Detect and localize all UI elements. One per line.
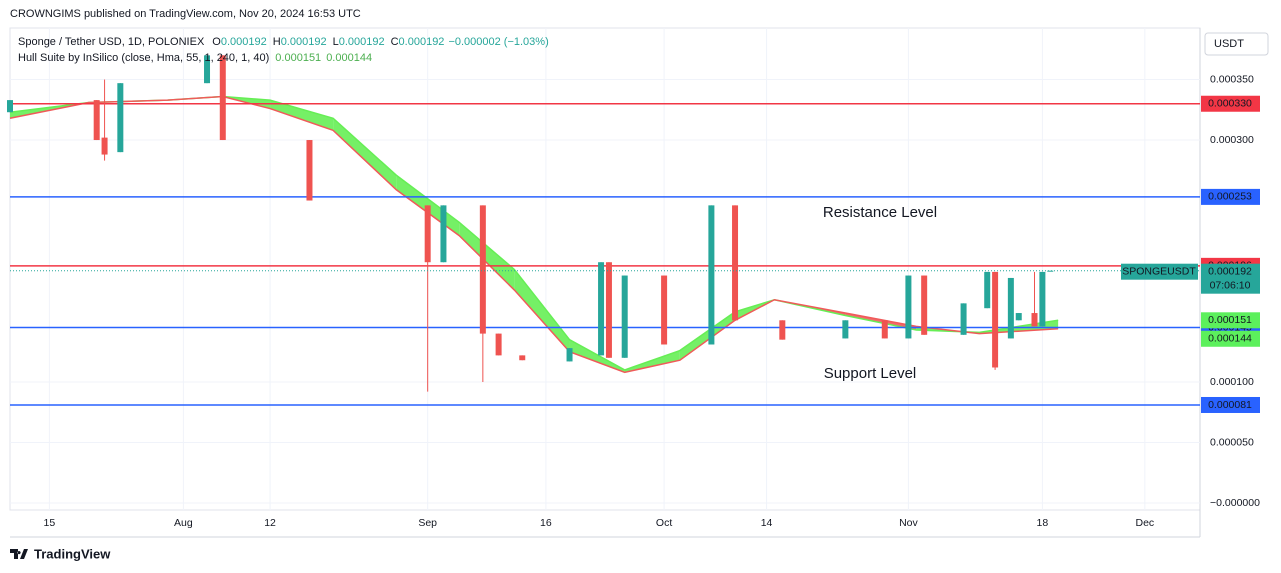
level-label-bg <box>1201 95 1260 112</box>
indicator-label: 0.000144 <box>1208 333 1252 345</box>
y-tick-label: 0.000350 <box>1210 73 1254 85</box>
overlay: USDT Sponge / Tether USD, 1D, POLONIEX O0… <box>10 32 1269 561</box>
candle-body <box>7 100 13 113</box>
hull-band <box>333 118 397 190</box>
candle-body <box>219 55 226 141</box>
candle-body <box>661 275 668 345</box>
ohlc-value: 0.000192 <box>399 36 445 48</box>
y-tick-label: −0.000000 <box>1210 497 1260 509</box>
candle-body <box>424 205 431 263</box>
candle-body <box>598 262 605 356</box>
ohlc-value: 0.000192 <box>281 36 327 48</box>
annotation: Support Level <box>824 365 917 382</box>
indicator-value: 0.000151 <box>275 52 321 64</box>
annotation: Resistance Level <box>823 204 937 221</box>
candle-body <box>306 140 313 201</box>
indicator-legend: Hull Suite by InSilico (close, Hma, 55, … <box>18 52 372 64</box>
candle-body <box>881 320 888 339</box>
change: −0.000002 (−1.03%) <box>448 36 548 48</box>
price-countdown: 07:06:10 <box>1210 279 1251 291</box>
candle-body <box>708 205 715 345</box>
indicator-name: Hull Suite by InSilico (close, Hma, 55, … <box>18 52 269 64</box>
candle-body <box>495 333 502 356</box>
currency-button[interactable] <box>1204 32 1269 56</box>
x-tick-label: 14 <box>761 517 773 529</box>
ohlc-key: O <box>212 36 221 48</box>
candle-body <box>732 205 739 321</box>
candle-body <box>519 355 526 361</box>
candle-body <box>960 303 967 335</box>
publish-header: CROWNGIMS published on TradingView.com, … <box>10 8 361 20</box>
x-tick-label: 16 <box>540 517 552 529</box>
candle-body <box>984 271 991 309</box>
footer-logo: TradingView <box>10 546 111 561</box>
candle-body <box>992 271 999 368</box>
indicator-value: 0.000144 <box>326 52 372 64</box>
ohlc-key: L <box>333 36 339 48</box>
price-box-bg <box>1201 263 1260 294</box>
candle-body <box>921 275 928 335</box>
candle-body <box>1039 271 1046 327</box>
candle-body <box>101 137 108 155</box>
candle-body <box>479 205 486 334</box>
candle-body <box>93 100 100 141</box>
candle-body <box>1007 277 1014 339</box>
candle-body <box>621 275 628 358</box>
indicator-label-bg <box>1201 330 1260 347</box>
x-tick-label: Dec <box>1135 517 1154 529</box>
hull-band <box>270 100 334 131</box>
symbol-box: SPONGEUSDT <box>1122 265 1196 277</box>
indicator-label-bg <box>1201 312 1260 329</box>
price-value: 0.000192 <box>1208 265 1252 277</box>
y-tick-label: 0.000100 <box>1210 376 1254 388</box>
x-tick-label: Oct <box>656 517 672 529</box>
level-label-bg <box>1201 396 1260 413</box>
ohlc-key: H <box>273 36 281 48</box>
ohlc-value: 0.000192 <box>221 36 267 48</box>
logo-mark <box>10 549 28 559</box>
candle-body <box>605 262 612 358</box>
candle-body <box>779 320 786 340</box>
ohlc: O0.000192 H0.000192 L0.000192 C0.000192 <box>212 36 444 48</box>
level-label: 0.000253 <box>1208 191 1252 203</box>
y-tick-label: 0.000300 <box>1210 134 1254 146</box>
level-label-bg <box>1201 188 1260 205</box>
candle-body <box>204 55 211 84</box>
candle-body <box>440 205 447 263</box>
level-label: 0.000081 <box>1208 399 1252 411</box>
y-tick-label: 0.000050 <box>1210 436 1254 448</box>
level-label: 0.000330 <box>1208 98 1252 110</box>
x-tick-label: 12 <box>264 517 276 529</box>
ohlc-key: C <box>391 36 399 48</box>
x-tick-label: Aug <box>174 517 193 529</box>
symbol: Sponge / Tether USD, 1D, POLONIEX <box>18 36 205 48</box>
candle-body <box>566 348 573 362</box>
footer-brand: TradingView <box>34 546 111 561</box>
candle-body <box>905 275 912 339</box>
candle-body <box>1031 313 1038 327</box>
candle-body <box>1015 313 1022 321</box>
indicator-label: 0.000151 <box>1208 314 1252 326</box>
x-tick-label: Nov <box>899 517 918 529</box>
hull-line <box>9 95 1059 374</box>
x-tick-label: 15 <box>44 517 56 529</box>
hull-band <box>459 222 515 291</box>
symbol-box-bg <box>1121 263 1198 280</box>
currency[interactable]: USDT <box>1214 38 1244 50</box>
ohlc-value: 0.000192 <box>339 36 385 48</box>
x-tick-label: 18 <box>1037 517 1049 529</box>
candle-body <box>117 83 124 153</box>
candle-body <box>1047 270 1054 272</box>
candle-body <box>842 320 849 339</box>
legend-line: Sponge / Tether USD, 1D, POLONIEX O0.0001… <box>18 36 549 48</box>
plot <box>7 28 1200 510</box>
x-tick-label: Sep <box>418 517 437 529</box>
hull-band <box>679 311 736 361</box>
hull-band <box>514 269 570 352</box>
